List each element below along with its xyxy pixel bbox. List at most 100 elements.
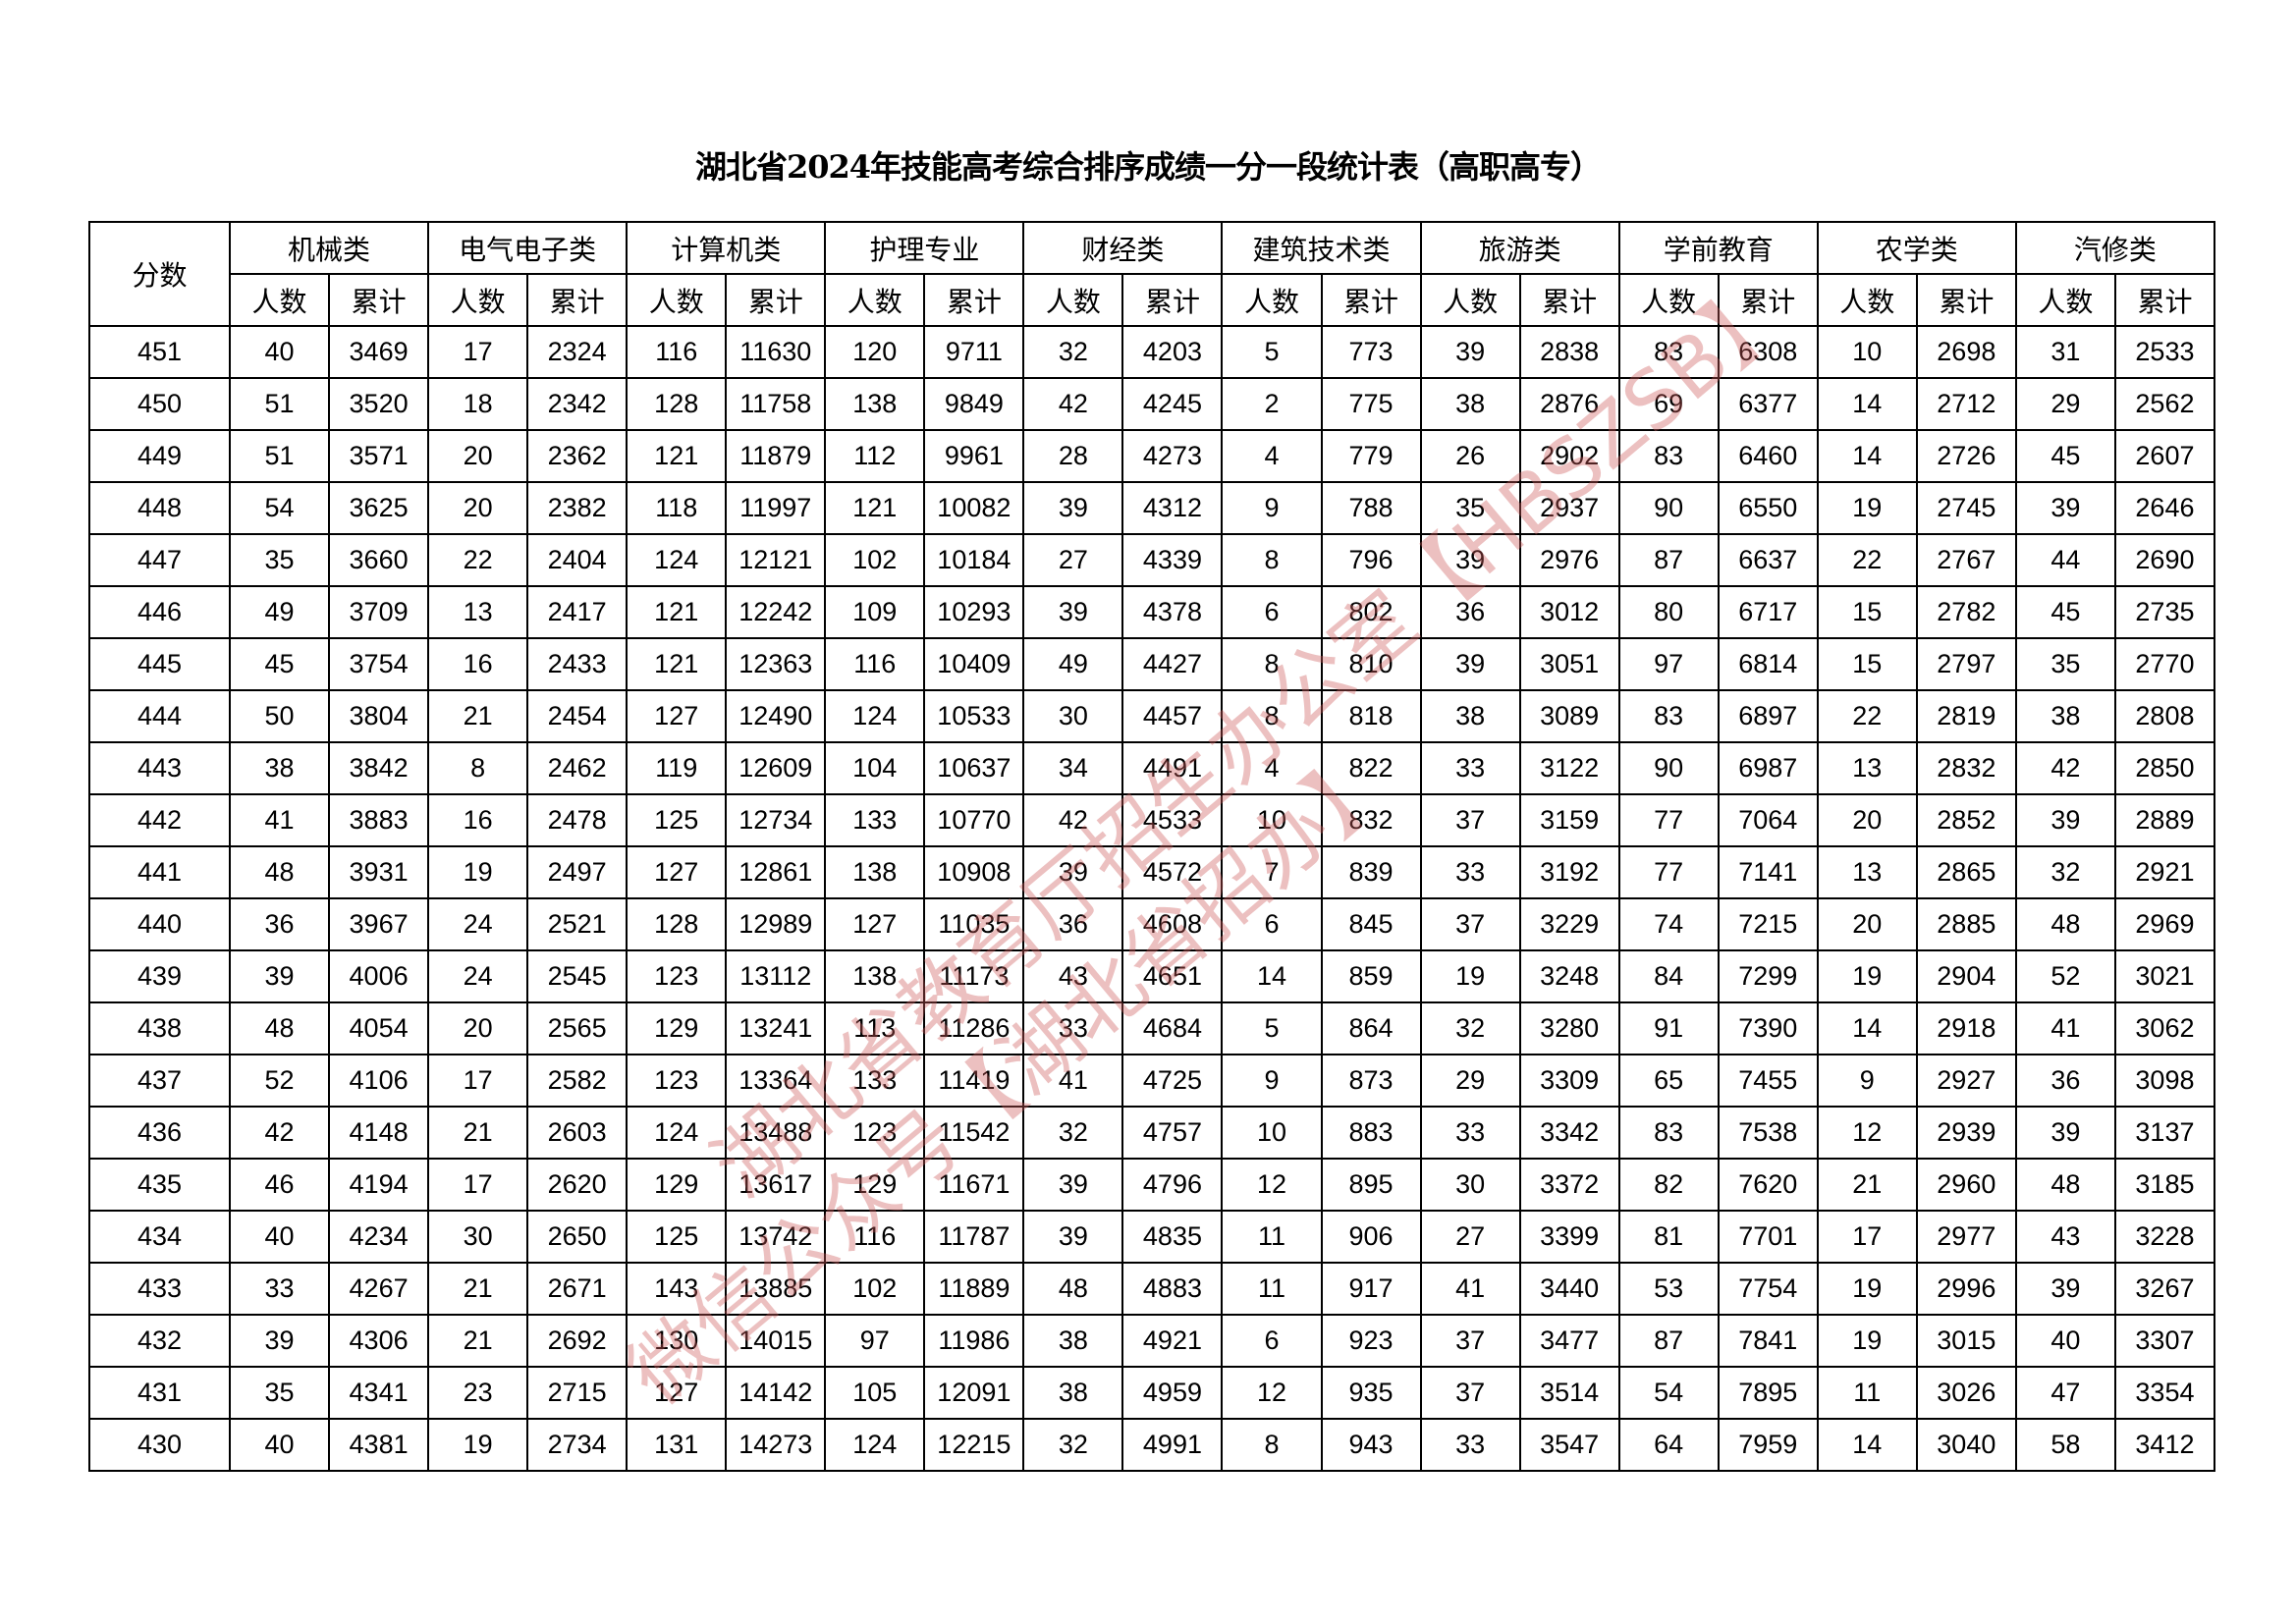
cumulative-cell: 3883 xyxy=(328,793,430,847)
cumulative-cell: 4608 xyxy=(1121,897,1224,951)
count-cell: 39 xyxy=(1022,585,1124,639)
count-cell: 44 xyxy=(2014,533,2116,587)
cumulative-cell: 14015 xyxy=(725,1314,827,1368)
count-cell: 19 xyxy=(1816,949,1918,1003)
count-cell: 38 xyxy=(1022,1314,1124,1368)
count-cell: 39 xyxy=(2014,1262,2116,1316)
cumulative-cell: 802 xyxy=(1320,585,1422,639)
count-cell: 40 xyxy=(228,325,331,379)
cumulative-cell: 10770 xyxy=(923,793,1025,847)
cumulative-cell: 906 xyxy=(1320,1210,1422,1264)
table-row: 432 39 4306 21 2692 130 14015 97 11986 38 4921 6 923… xyxy=(88,1314,2216,1368)
count-cell: 127 xyxy=(626,845,728,899)
count-cell: 33 xyxy=(1419,845,1521,899)
count-cell: 32 xyxy=(2014,845,2116,899)
score-cell: 435 xyxy=(88,1158,231,1212)
count-cell: 21 xyxy=(427,1262,529,1316)
score-cell: 446 xyxy=(88,585,231,639)
count-cell: 20 xyxy=(427,429,529,483)
count-cell: 90 xyxy=(1617,741,1720,795)
cumulative-cell: 7620 xyxy=(1717,1158,1819,1212)
cumulative-cell: 935 xyxy=(1320,1366,1422,1420)
count-cell: 27 xyxy=(1022,533,1124,587)
count-cell: 10 xyxy=(1221,1106,1323,1160)
cumulative-cell: 12989 xyxy=(725,897,827,951)
cumulative-cell: 6814 xyxy=(1717,637,1819,691)
category-header: 汽修类 xyxy=(2014,221,2216,275)
cumulative-cell: 4267 xyxy=(328,1262,430,1316)
cumulative-cell: 4273 xyxy=(1121,429,1224,483)
cumulative-cell: 4457 xyxy=(1121,689,1224,743)
cumulative-cell: 3709 xyxy=(328,585,430,639)
count-cell: 16 xyxy=(427,637,529,691)
cumulative-cell: 923 xyxy=(1320,1314,1422,1368)
cumulative-cell: 4054 xyxy=(328,1001,430,1055)
cumulative-cell: 2976 xyxy=(1518,533,1620,587)
count-cell: 42 xyxy=(228,1106,331,1160)
count-cell: 121 xyxy=(626,585,728,639)
count-cell: 5 xyxy=(1221,325,1323,379)
count-cell: 14 xyxy=(1816,1001,1918,1055)
count-cell: 33 xyxy=(228,1262,331,1316)
count-cell: 53 xyxy=(1617,1262,1720,1316)
cumulative-header: 累计 xyxy=(328,273,430,327)
count-cell: 83 xyxy=(1617,1106,1720,1160)
cumulative-cell: 10908 xyxy=(923,845,1025,899)
cumulative-cell: 2832 xyxy=(1915,741,2017,795)
table-row: 438 48 4054 20 2565 129 13241 113 11286 33 4684 5 86… xyxy=(88,1001,2216,1055)
cumulative-cell: 2969 xyxy=(2113,897,2216,951)
count-header: 人数 xyxy=(1419,273,1521,327)
cumulative-cell: 3040 xyxy=(1915,1418,2017,1472)
cumulative-cell: 2819 xyxy=(1915,689,2017,743)
count-cell: 39 xyxy=(1022,1158,1124,1212)
count-cell: 14 xyxy=(1816,377,1918,431)
count-cell: 84 xyxy=(1617,949,1720,1003)
cumulative-cell: 2607 xyxy=(2113,429,2216,483)
cumulative-cell: 3280 xyxy=(1518,1001,1620,1055)
count-cell: 6 xyxy=(1221,585,1323,639)
count-cell: 113 xyxy=(824,1001,926,1055)
cumulative-cell: 4883 xyxy=(1121,1262,1224,1316)
cumulative-cell: 12734 xyxy=(725,793,827,847)
count-cell: 17 xyxy=(427,325,529,379)
cumulative-cell: 6897 xyxy=(1717,689,1819,743)
count-cell: 143 xyxy=(626,1262,728,1316)
count-cell: 10 xyxy=(1221,793,1323,847)
count-cell: 52 xyxy=(2014,949,2116,1003)
cumulative-cell: 11889 xyxy=(923,1262,1025,1316)
count-cell: 121 xyxy=(626,637,728,691)
table-row: 434 40 4234 30 2650 125 13742 116 11787 39 4835 11 9… xyxy=(88,1210,2216,1264)
count-cell: 124 xyxy=(824,1418,926,1472)
cumulative-cell: 14142 xyxy=(725,1366,827,1420)
count-cell: 127 xyxy=(626,1366,728,1420)
cumulative-cell: 4991 xyxy=(1121,1418,1224,1472)
count-cell: 51 xyxy=(228,377,331,431)
count-cell: 42 xyxy=(2014,741,2116,795)
count-cell: 33 xyxy=(1022,1001,1124,1055)
cumulative-cell: 10533 xyxy=(923,689,1025,743)
count-cell: 9 xyxy=(1221,481,1323,535)
cumulative-cell: 2852 xyxy=(1915,793,2017,847)
count-header: 人数 xyxy=(2014,273,2116,327)
count-cell: 43 xyxy=(1022,949,1124,1003)
category-header: 财经类 xyxy=(1022,221,1224,275)
cumulative-cell: 2838 xyxy=(1518,325,1620,379)
cumulative-cell: 4234 xyxy=(328,1210,430,1264)
count-cell: 50 xyxy=(228,689,331,743)
cumulative-cell: 2417 xyxy=(526,585,629,639)
cumulative-cell: 12490 xyxy=(725,689,827,743)
cumulative-cell: 2876 xyxy=(1518,377,1620,431)
score-cell: 443 xyxy=(88,741,231,795)
count-cell: 48 xyxy=(228,845,331,899)
cumulative-cell: 2865 xyxy=(1915,845,2017,899)
count-cell: 20 xyxy=(427,1001,529,1055)
count-cell: 125 xyxy=(626,1210,728,1264)
count-cell: 131 xyxy=(626,1418,728,1472)
cumulative-cell: 11787 xyxy=(923,1210,1025,1264)
cumulative-cell: 788 xyxy=(1320,481,1422,535)
count-cell: 26 xyxy=(1419,429,1521,483)
count-cell: 40 xyxy=(228,1418,331,1472)
count-cell: 9 xyxy=(1221,1054,1323,1108)
cumulative-cell: 2603 xyxy=(526,1106,629,1160)
count-cell: 36 xyxy=(2014,1054,2116,1108)
